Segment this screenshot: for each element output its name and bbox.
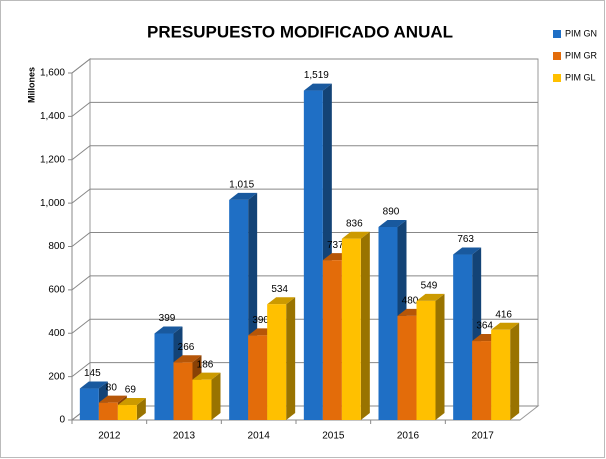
- x-tick-label: 2017: [472, 431, 495, 442]
- bar: [267, 297, 296, 420]
- x-tick-label: 2014: [248, 431, 271, 442]
- bar-front: [117, 405, 137, 420]
- bar: [303, 83, 332, 421]
- value-label: 534: [271, 284, 288, 295]
- bar-front: [322, 260, 342, 420]
- bar-top: [192, 372, 221, 380]
- y-tick-label: 0: [59, 415, 65, 426]
- bar-front: [248, 335, 268, 420]
- bar: [491, 322, 520, 420]
- grid-line: [71, 145, 538, 161]
- bar-top: [173, 355, 202, 363]
- value-label: 763: [457, 234, 474, 245]
- bar-front: [453, 254, 473, 420]
- bar-front: [303, 90, 323, 421]
- legend-swatch: [553, 52, 561, 60]
- x-tick-label: 2012: [98, 431, 121, 442]
- bar-front: [79, 388, 99, 420]
- bar-top: [416, 293, 445, 301]
- legend-label: PIM GR: [565, 50, 598, 60]
- bar-front: [416, 300, 436, 420]
- bar: [117, 398, 146, 420]
- bar-top: [117, 398, 146, 406]
- bar-front: [98, 402, 118, 420]
- x-tick-label: 2016: [397, 431, 420, 442]
- value-label: 549: [421, 281, 438, 292]
- bar: [416, 293, 445, 420]
- bar-front: [341, 238, 361, 420]
- grid-line: [71, 101, 538, 117]
- bar-top: [79, 381, 108, 389]
- bar-top: [303, 83, 332, 91]
- y-tick-label: 400: [48, 328, 65, 339]
- bar-front: [397, 315, 417, 420]
- y-tick-label: 1,400: [40, 111, 65, 122]
- value-label: 890: [383, 207, 400, 218]
- bar-front: [154, 333, 174, 420]
- bar-side: [136, 398, 146, 420]
- grid-line: [71, 188, 538, 204]
- y-tick-label: 800: [48, 241, 65, 252]
- bar-front: [267, 304, 287, 420]
- bar-top: [98, 395, 127, 403]
- value-label: 1,015: [229, 180, 254, 191]
- bar-side: [360, 231, 370, 420]
- bar-front: [192, 379, 212, 420]
- bar-top: [491, 322, 520, 330]
- y-tick-label: 600: [48, 285, 65, 296]
- value-label: 737: [327, 240, 344, 251]
- x-tick-label: 2013: [173, 431, 196, 442]
- value-label: 266: [178, 342, 195, 353]
- legend-label: PIM GN: [565, 28, 597, 38]
- bar: [192, 372, 221, 420]
- legend-swatch: [553, 74, 561, 82]
- bar-top: [229, 192, 258, 200]
- bar-front: [229, 199, 249, 420]
- value-label: 364: [476, 321, 493, 332]
- legend-label: PIM GL: [565, 72, 596, 82]
- bar-front: [378, 226, 398, 420]
- bar: [341, 231, 370, 420]
- bar-side: [510, 322, 520, 420]
- bar-side: [286, 297, 296, 420]
- bar-top: [341, 231, 370, 239]
- value-label: 480: [402, 296, 419, 307]
- value-label: 390: [252, 315, 269, 326]
- x-tick-label: 2015: [322, 431, 345, 442]
- y-tick-label: 1,200: [40, 154, 65, 165]
- bar-top: [154, 326, 183, 334]
- bar-side: [211, 372, 221, 420]
- bar-top: [378, 219, 407, 227]
- y-tick-label: 1,600: [40, 68, 65, 79]
- legend-swatch: [553, 30, 561, 38]
- chart-title: PRESUPUESTO MODIFICADO ANUAL: [147, 22, 453, 41]
- value-label: 69: [125, 385, 137, 396]
- y-tick-label: 1,000: [40, 198, 65, 209]
- bar-front: [472, 341, 492, 420]
- bar-front: [173, 362, 193, 420]
- y-axis-label: Millones: [26, 67, 36, 103]
- value-label: 186: [197, 359, 214, 370]
- value-label: 1,519: [304, 70, 329, 81]
- value-label: 145: [84, 368, 101, 379]
- value-label: 80: [106, 382, 118, 393]
- bar-top: [453, 247, 482, 255]
- y-tick-label: 200: [48, 371, 65, 382]
- bar-side: [435, 293, 445, 420]
- value-label: 399: [159, 313, 176, 324]
- value-label: 416: [495, 309, 512, 320]
- bar-front: [491, 329, 511, 420]
- value-label: 836: [346, 218, 363, 229]
- bar-top: [267, 297, 296, 305]
- grid-line: [71, 58, 538, 74]
